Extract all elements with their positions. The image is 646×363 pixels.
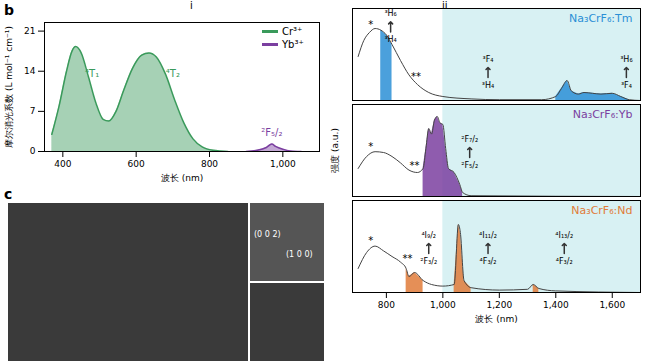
svg-text:²F₇/₂: ²F₇/₂ xyxy=(461,135,478,144)
svg-text:³H₆: ³H₆ xyxy=(384,9,396,18)
svg-text:Na₃CrF₆:Yb: Na₃CrF₆:Yb xyxy=(573,108,633,121)
html-text:Cr³⁺: Cr³⁺ xyxy=(282,26,303,37)
svg-text:⁴I₁₃/₂: ⁴I₁₃/₂ xyxy=(555,231,573,240)
svg-text:14: 14 xyxy=(24,66,36,76)
svg-text:³F₄: ³F₄ xyxy=(621,81,632,90)
svg-text:800: 800 xyxy=(201,159,218,169)
svg-text:³H₄: ³H₄ xyxy=(482,81,494,90)
svg-text:²F₃/₂: ²F₃/₂ xyxy=(420,257,437,266)
svg-text:800: 800 xyxy=(378,300,395,310)
svg-text:**: ** xyxy=(411,71,421,82)
svg-text:**: ** xyxy=(403,253,413,264)
svg-text:⁴F₃/₂: ⁴F₃/₂ xyxy=(480,257,497,266)
svg-text:600: 600 xyxy=(128,159,145,169)
svg-text:⁴F₃/₂: ⁴F₃/₂ xyxy=(556,257,573,266)
svg-text:1,400: 1,400 xyxy=(543,300,569,310)
svg-text:*: * xyxy=(368,141,373,152)
svg-text:*: * xyxy=(368,235,373,246)
svg-text:强度 (a.u.): 强度 (a.u.) xyxy=(330,128,340,173)
svg-text:1,200: 1,200 xyxy=(486,300,512,310)
html-text:b: b xyxy=(4,2,14,18)
svg-text:21: 21 xyxy=(24,26,35,36)
svg-text:⁴T₂: ⁴T₂ xyxy=(166,68,180,79)
svg-text:⁴I₁₁/₂: ⁴I₁₁/₂ xyxy=(479,231,497,240)
svg-text:²F₅/₂: ²F₅/₂ xyxy=(461,161,478,170)
svg-text:³H₄: ³H₄ xyxy=(384,35,396,44)
html-text:ii: ii xyxy=(442,0,448,11)
svg-text:0: 0 xyxy=(30,146,36,156)
svg-text:波长 (nm): 波长 (nm) xyxy=(161,173,203,183)
svg-text:1,000: 1,000 xyxy=(270,159,296,169)
html-text:Yb³⁺: Yb³⁺ xyxy=(282,39,304,50)
svg-text:⁴T₁: ⁴T₁ xyxy=(85,68,99,79)
svg-text:1,000: 1,000 xyxy=(430,300,456,310)
html-text:(0 0 2): (0 0 2) xyxy=(254,230,281,239)
svg-text:1,600: 1,600 xyxy=(599,300,625,310)
svg-text:波长 (nm): 波长 (nm) xyxy=(475,314,517,324)
svg-text:³F₄: ³F₄ xyxy=(483,55,494,64)
html-text:c: c xyxy=(4,186,13,202)
svg-text:*: * xyxy=(368,19,373,30)
svg-text:7: 7 xyxy=(30,106,36,116)
svg-text:Na₃CrF₆:Nd: Na₃CrF₆:Nd xyxy=(571,204,632,217)
svg-text:400: 400 xyxy=(54,159,71,169)
svg-text:**: ** xyxy=(410,160,420,171)
html-text:(1 0 0): (1 0 0) xyxy=(286,250,313,259)
svg-text:摩尔消光系数 (L mol⁻¹ cm⁻¹): 摩尔消光系数 (L mol⁻¹ cm⁻¹) xyxy=(4,26,14,148)
svg-text:²F₅/₂: ²F₅/₂ xyxy=(261,127,282,138)
svg-text:Na₃CrF₆:Tm: Na₃CrF₆:Tm xyxy=(569,12,632,25)
html-text:i: i xyxy=(190,0,193,11)
svg-text:³H₆: ³H₆ xyxy=(620,55,632,64)
svg-text:⁴I₉/₂: ⁴I₉/₂ xyxy=(421,231,436,240)
